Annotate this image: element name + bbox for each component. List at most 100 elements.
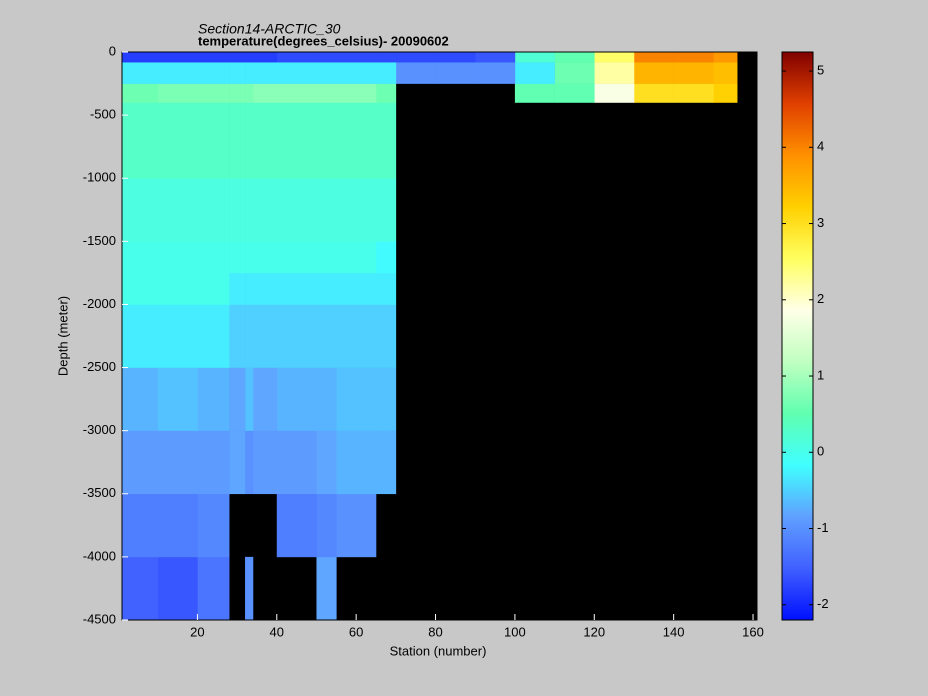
heatmap-cell xyxy=(316,556,337,621)
heatmap-cell xyxy=(197,102,230,179)
heatmap-cell xyxy=(122,272,159,305)
heatmap-cell xyxy=(197,241,230,274)
y-axis-label: Depth (meter) xyxy=(55,296,70,376)
y-tick-label: -3500 xyxy=(83,485,116,500)
heatmap-cell xyxy=(197,272,230,305)
heatmap-cell xyxy=(316,304,337,368)
heatmap-cell xyxy=(157,367,198,431)
colorbar-tick-label: 3 xyxy=(817,215,824,230)
heatmap-cell xyxy=(435,62,476,84)
heatmap-cell xyxy=(157,102,198,179)
heatmap-cell xyxy=(157,62,198,84)
heatmap-cell xyxy=(336,493,377,558)
heatmap-cell xyxy=(197,52,230,63)
heatmap-cell xyxy=(122,52,159,63)
heatmap-cell xyxy=(252,52,278,63)
heatmap-cell xyxy=(475,52,516,63)
colorbar xyxy=(781,51,814,621)
heatmap-cell xyxy=(245,178,254,242)
heatmap-cell xyxy=(245,241,254,274)
heatmap-cell xyxy=(316,367,337,431)
heatmap-cell xyxy=(276,52,317,63)
heatmap-cell xyxy=(252,102,278,179)
heatmap-cell xyxy=(157,178,198,242)
heatmap-cell xyxy=(252,62,278,84)
heatmap-cell xyxy=(673,83,714,103)
heatmap-cell xyxy=(122,367,159,431)
heatmap-cell xyxy=(122,430,159,495)
heatmap-cell xyxy=(229,102,246,179)
x-tick-label: 160 xyxy=(742,624,764,639)
heatmap-cell xyxy=(713,52,738,63)
heatmap-cell xyxy=(336,178,377,242)
heatmap-cell xyxy=(376,272,397,305)
heatmap-cell xyxy=(475,62,516,84)
heatmap-cell xyxy=(252,83,278,103)
y-tick-label: -3000 xyxy=(83,422,116,437)
heatmap-cell xyxy=(122,83,159,103)
heatmap-cell xyxy=(229,52,246,63)
heatmap-cell xyxy=(197,304,230,368)
heatmap-cell xyxy=(157,430,198,495)
heatmap-cell xyxy=(157,241,198,274)
x-tick-label: 100 xyxy=(504,624,526,639)
heatmap-cell xyxy=(376,52,397,63)
heatmap-cell xyxy=(229,430,246,495)
heatmap-cell xyxy=(376,102,397,179)
heatmap-cell xyxy=(594,52,635,63)
heatmap-cell xyxy=(245,52,254,63)
colorbar-tick-label: 2 xyxy=(817,291,824,306)
x-tick-label: 80 xyxy=(428,624,442,639)
heatmap-cell xyxy=(594,62,635,84)
heatmap-cell xyxy=(276,62,317,84)
heatmap-cell xyxy=(554,52,595,63)
y-tick-label: -500 xyxy=(90,107,116,122)
heatmap-cell xyxy=(336,102,377,179)
y-tick-label: -1000 xyxy=(83,170,116,185)
heatmap-cell xyxy=(122,493,159,558)
heatmap-cell xyxy=(252,272,278,305)
heatmap-cell xyxy=(197,493,230,558)
heatmap-cell xyxy=(122,62,159,84)
heatmap-cell xyxy=(316,272,337,305)
heatmap-cell xyxy=(229,367,246,431)
heatmap-cell xyxy=(229,304,246,368)
heatmap-cell xyxy=(252,178,278,242)
heatmap-cell xyxy=(316,241,337,274)
heatmap-cell xyxy=(633,62,674,84)
heatmap-cell xyxy=(376,62,397,84)
x-axis-label: Station (number) xyxy=(390,643,487,658)
heatmap-cell xyxy=(245,272,254,305)
heatmap-cell xyxy=(197,556,230,621)
heatmap-cell xyxy=(316,83,337,103)
y-tick-label: -1500 xyxy=(83,233,116,248)
colorbar-tick-label: 0 xyxy=(817,444,824,459)
heatmap-cell xyxy=(673,52,714,63)
heatmap-cell xyxy=(276,430,317,495)
heatmap-cell xyxy=(336,304,377,368)
heatmap-cell xyxy=(514,62,555,84)
heatmap-cell xyxy=(245,62,254,84)
heatmap-cell xyxy=(276,178,317,242)
heatmap-cell xyxy=(316,178,337,242)
heatmap-cell xyxy=(395,62,436,84)
heatmap-cell xyxy=(197,62,230,84)
heatmap-cell xyxy=(276,272,317,305)
heatmap-cell xyxy=(633,52,674,63)
x-tick-label: 20 xyxy=(190,624,204,639)
heatmap-cell xyxy=(713,83,738,103)
heatmap-cell xyxy=(336,62,377,84)
heatmap-cell xyxy=(514,52,555,63)
heatmap-cell xyxy=(229,178,246,242)
x-tick-label: 140 xyxy=(663,624,685,639)
heatmap-cell xyxy=(376,83,397,103)
chart-title: Section14-ARCTIC_30 xyxy=(198,21,341,37)
heatmap-cell xyxy=(276,102,317,179)
heatmap-cell xyxy=(157,493,198,558)
heatmap-cell xyxy=(245,556,254,621)
heatmap-cell xyxy=(336,367,377,431)
heatmap-cell xyxy=(276,493,317,558)
heatmap-cell xyxy=(157,304,198,368)
heatmap-cell xyxy=(229,272,246,305)
